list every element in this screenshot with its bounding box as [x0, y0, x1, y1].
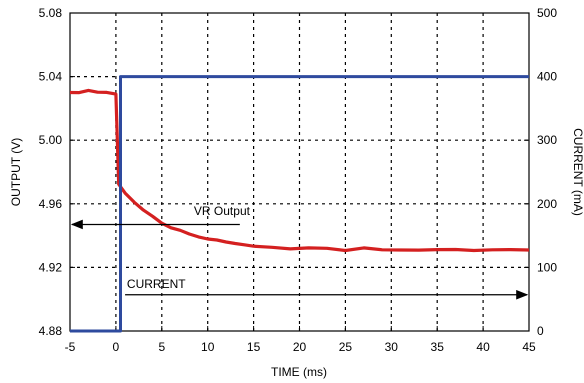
x-tick-label: 30 — [385, 340, 399, 354]
x-tick-label: -5 — [65, 340, 76, 354]
x-tick-label: 40 — [476, 340, 490, 354]
y-right-tick-label: 300 — [537, 133, 557, 147]
y-left-tick-label: 5.04 — [39, 70, 63, 84]
y-left-tick-label: 4.92 — [39, 260, 63, 274]
y-left-tick-labels: 5.08 5.04 5.00 4.96 4.92 4.88 — [39, 6, 63, 338]
y-right-tick-label: 500 — [537, 6, 557, 20]
x-tick-labels: -5 0 5 10 15 20 25 30 35 40 45 — [65, 340, 536, 354]
y-left-tick-label: 4.96 — [39, 197, 63, 211]
current-line — [70, 75, 529, 333]
x-tick-label: 15 — [247, 340, 261, 354]
y-left-tick-label: 5.00 — [39, 133, 63, 147]
y-left-axis-title: OUTPUT (V) — [9, 138, 23, 206]
series-lines — [69, 75, 530, 333]
y-right-tick-label: 0 — [537, 324, 544, 338]
vr-output-annotation: VR Output — [194, 204, 251, 218]
current-annotation: CURRENT — [127, 277, 186, 291]
y-right-tick-label: 200 — [537, 197, 557, 211]
x-tick-label: 5 — [158, 340, 165, 354]
x-tick-label: 45 — [522, 340, 536, 354]
y-right-tick-label: 100 — [537, 260, 557, 274]
x-tick-label: 25 — [339, 340, 353, 354]
x-tick-label: 10 — [201, 340, 215, 354]
y-left-tick-label: 5.08 — [39, 6, 63, 20]
y-right-tick-labels: 500 400 300 200 100 0 — [537, 6, 557, 338]
vr-output-line — [69, 88, 530, 253]
x-tick-label: 35 — [431, 340, 445, 354]
y-left-tick-label: 4.88 — [39, 324, 63, 338]
y-right-tick-label: 400 — [537, 70, 557, 84]
x-tick-label: 20 — [293, 340, 307, 354]
x-tick-label: 0 — [113, 340, 120, 354]
annotations: VR Output CURRENT — [70, 204, 529, 300]
y-right-axis-title: CURRENT (mA) — [571, 128, 584, 216]
x-axis-title: TIME (ms) — [271, 365, 327, 379]
